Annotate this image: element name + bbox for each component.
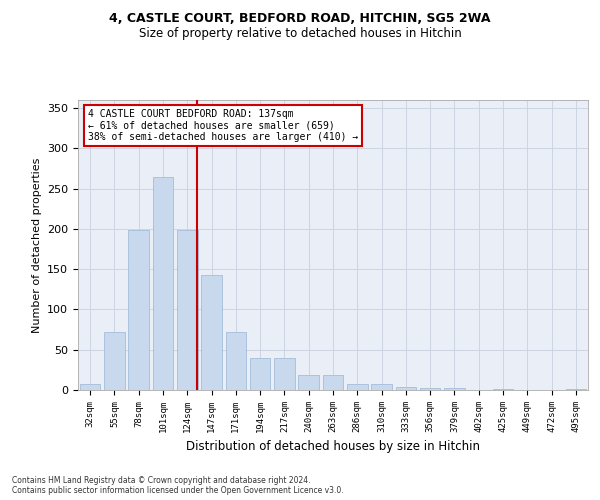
Text: Contains HM Land Registry data © Crown copyright and database right 2024.
Contai: Contains HM Land Registry data © Crown c… <box>12 476 344 495</box>
Bar <box>298 374 319 390</box>
Bar <box>395 387 416 390</box>
Bar <box>420 388 440 390</box>
Bar <box>80 384 100 390</box>
Bar <box>566 389 586 390</box>
Text: 4 CASTLE COURT BEDFORD ROAD: 137sqm
← 61% of detached houses are smaller (659)
3: 4 CASTLE COURT BEDFORD ROAD: 137sqm ← 61… <box>88 108 358 142</box>
X-axis label: Distribution of detached houses by size in Hitchin: Distribution of detached houses by size … <box>186 440 480 454</box>
Bar <box>152 176 173 390</box>
Bar <box>226 332 246 390</box>
Bar <box>371 384 392 390</box>
Text: Size of property relative to detached houses in Hitchin: Size of property relative to detached ho… <box>139 28 461 40</box>
Bar <box>177 230 197 390</box>
Bar <box>274 358 295 390</box>
Bar <box>323 374 343 390</box>
Bar <box>444 388 465 390</box>
Bar <box>250 358 271 390</box>
Y-axis label: Number of detached properties: Number of detached properties <box>32 158 41 332</box>
Bar <box>493 389 514 390</box>
Bar <box>104 332 125 390</box>
Text: 4, CASTLE COURT, BEDFORD ROAD, HITCHIN, SG5 2WA: 4, CASTLE COURT, BEDFORD ROAD, HITCHIN, … <box>109 12 491 26</box>
Bar <box>201 275 222 390</box>
Bar <box>128 230 149 390</box>
Bar <box>347 384 368 390</box>
